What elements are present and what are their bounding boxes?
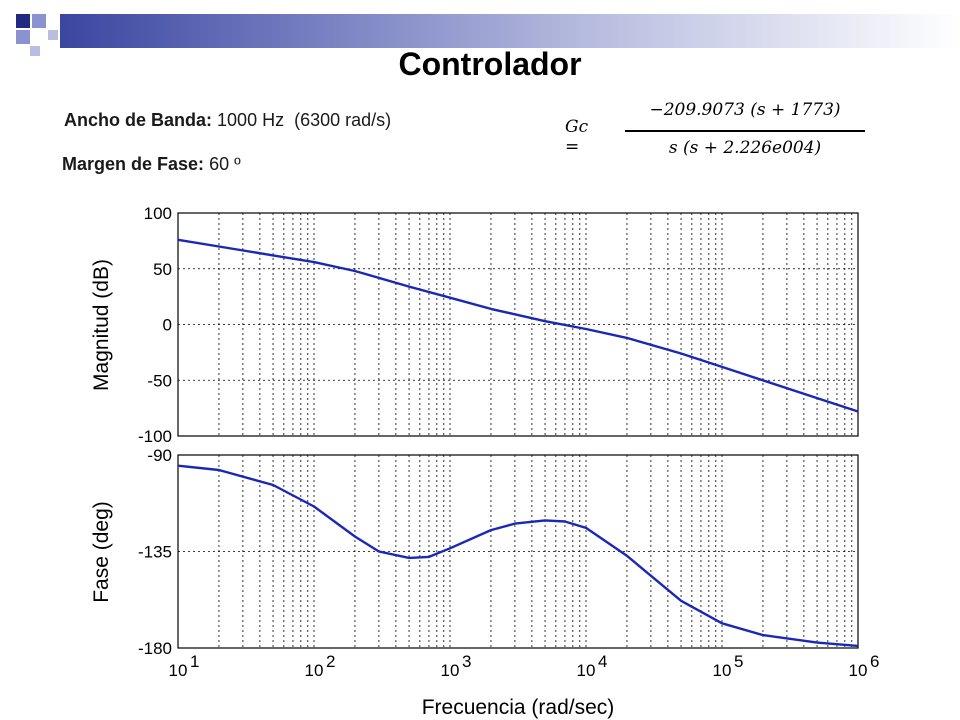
phase-series-line xyxy=(177,464,859,648)
bandwidth-value: 1000 Hz xyxy=(217,110,285,130)
x-tick-label: 10 xyxy=(305,661,324,680)
x-tick-exponent: 5 xyxy=(734,652,743,671)
bandwidth-line: Ancho de Banda: 1000 Hz (6300 rad/s) xyxy=(64,110,391,131)
phase-margin-line: Margen de Fase: 60 º xyxy=(62,154,241,175)
header-square-light-3 xyxy=(48,30,58,40)
header-square-light-4 xyxy=(30,46,40,56)
formula-lhs: Gc = xyxy=(565,117,589,157)
x-axis-label: Frecuencia (rad/sec) xyxy=(422,696,615,719)
phase-ylabel: Fase (deg) xyxy=(90,501,113,603)
x-tick-label: 10 xyxy=(441,661,460,680)
x-tick-exponent: 2 xyxy=(326,652,335,671)
header-gradient-bar xyxy=(60,14,960,48)
formula-numerator: −209.9073 (s + 1773) xyxy=(649,100,841,120)
magnitude-ytick-label: 0 xyxy=(163,316,172,335)
phase-ytick-label: -135 xyxy=(138,543,172,562)
x-tick-exponent: 6 xyxy=(870,652,879,671)
phase-margin-value: 60 º xyxy=(209,154,241,174)
x-tick-label: 10 xyxy=(849,661,868,680)
x-tick-label: 10 xyxy=(577,661,596,680)
header-square-dark xyxy=(16,14,30,28)
header-square-light xyxy=(32,14,46,28)
x-tick-exponent: 1 xyxy=(190,652,199,671)
phase-frame xyxy=(177,454,859,649)
x-tick-exponent: 3 xyxy=(462,652,471,671)
magnitude-frame xyxy=(177,212,859,437)
bandwidth-label: Ancho de Banda: xyxy=(64,110,213,130)
phase-ytick-label: -180 xyxy=(138,639,172,658)
x-tick-label: 10 xyxy=(713,661,732,680)
bandwidth-extra: (6300 rad/s) xyxy=(294,110,392,130)
phase-ytick-label: -90 xyxy=(147,446,172,465)
magnitude-ytick-label: -100 xyxy=(138,427,172,446)
magnitude-ylabel: Magnitud (dB) xyxy=(90,259,113,391)
slide-title: Controlador xyxy=(398,46,582,82)
phase-margin-label: Margen de Fase: xyxy=(62,154,205,174)
formula-denominator: s (s + 2.226e004) xyxy=(668,138,822,158)
magnitude-series-line xyxy=(177,238,859,413)
header-square-light-2 xyxy=(16,30,30,44)
x-tick-exponent: 4 xyxy=(598,652,607,671)
magnitude-ytick-label: 100 xyxy=(144,204,172,223)
magnitude-ytick-label: -50 xyxy=(147,371,172,390)
x-tick-label: 10 xyxy=(169,661,188,680)
magnitude-ytick-label: 50 xyxy=(153,260,172,279)
formula-fraction-bar xyxy=(625,130,865,132)
